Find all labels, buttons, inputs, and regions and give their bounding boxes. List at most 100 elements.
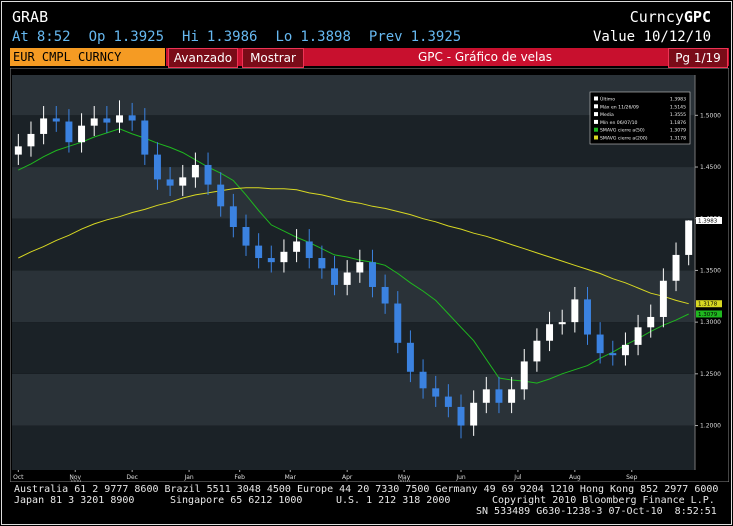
- candle-body: [419, 371, 427, 389]
- candle-body: [444, 396, 452, 407]
- candle-body: [242, 227, 250, 246]
- candle-body: [596, 334, 604, 354]
- quote-label: Op: [88, 29, 106, 45]
- candle-body: [647, 316, 655, 328]
- candle-body: [609, 353, 617, 356]
- candle-body: [533, 340, 541, 362]
- legend-swatch: [594, 119, 598, 124]
- value-date: Value 10/12/10: [593, 29, 711, 45]
- candle-body: [584, 299, 591, 335]
- candle-body: [685, 220, 693, 255]
- candle-body: [166, 179, 174, 186]
- date: 10/12/10: [643, 29, 711, 45]
- x-tick-label: Jan: [183, 474, 193, 481]
- legend-value: 1.3079: [670, 128, 686, 134]
- legend-label: Último: [600, 96, 615, 103]
- quote-label: Prev: [368, 29, 403, 45]
- candle-body: [153, 154, 161, 180]
- x-tick-label: Aug: [569, 474, 581, 481]
- screen-code: GPC: [683, 8, 711, 26]
- x-tick-label: Apr: [342, 474, 353, 481]
- x-tick-label: Nov: [69, 474, 81, 481]
- legend-value: 1.1876: [670, 120, 686, 126]
- band: [12, 322, 695, 374]
- x-tick-label: Sep: [626, 474, 638, 481]
- screen-title: GPC - Gráfico de velas: [417, 50, 552, 64]
- candle-body: [470, 402, 478, 426]
- copyright: Copyright 2010 Bloomberg Finance L.P.: [492, 495, 715, 506]
- x-tick-label: Mar: [285, 474, 297, 481]
- candle-body: [191, 164, 199, 178]
- x-tick-label: May: [398, 474, 411, 481]
- button[interactable]: Avanzado: [168, 48, 238, 68]
- candle-body: [343, 272, 351, 285]
- value-tag: [696, 216, 722, 224]
- candle-body: [65, 121, 73, 143]
- footer-contact: Japan 81 3 3201 8900: [14, 495, 135, 506]
- candle-body: [331, 268, 339, 285]
- legend-swatch: [594, 96, 598, 101]
- x-tick-label: Dec: [126, 474, 138, 481]
- band: [12, 373, 695, 426]
- x-tick-label: Jun: [455, 474, 466, 481]
- candle-body: [217, 184, 225, 207]
- value-label: Value: [592, 29, 636, 45]
- quote-line: At 8:52 Op 1.3925 Hi 1.3986 Lo 1.3898 Prev 1.3925: [12, 29, 479, 45]
- candle-body: [103, 118, 111, 123]
- quote-label: Lo: [275, 29, 293, 45]
- page-indicator[interactable]: Pg 1/19: [668, 48, 728, 68]
- candle-body: [14, 146, 22, 155]
- candle-body: [508, 389, 516, 403]
- candle-body: [482, 389, 490, 403]
- candle-body: [495, 389, 503, 403]
- footer-contact: Singapore 65 6212 1000: [170, 495, 303, 506]
- value-tag: [696, 300, 722, 308]
- candle-body: [558, 322, 566, 325]
- y-tick-label: 1.3000: [700, 319, 721, 326]
- legend-label: Máx en 11/26/09: [600, 103, 639, 110]
- y-tick-label: 1.4500: [700, 164, 721, 171]
- candle-body: [634, 327, 642, 345]
- candle-body: [457, 406, 465, 426]
- candle-body: [255, 245, 263, 259]
- legend-label: Mín en 06/07/10: [600, 119, 638, 126]
- legend-label: Media: [600, 112, 614, 118]
- candlestick-chart: 1.20001.25001.30001.35001.40001.45001.50…: [10, 68, 729, 482]
- candle-body: [293, 241, 301, 252]
- candle-body: [672, 254, 680, 281]
- candle-body: [394, 303, 402, 343]
- quote-label: At: [12, 29, 29, 45]
- band: [12, 167, 695, 219]
- legend-swatch: [594, 135, 598, 140]
- legend-swatch: [594, 104, 598, 109]
- security-field[interactable]: EUR CMPL CURNCY: [10, 48, 165, 66]
- value-tag: [696, 310, 722, 318]
- candle-body: [204, 164, 212, 185]
- candle-body: [116, 115, 123, 123]
- candle-body: [659, 280, 667, 317]
- candle-body: [280, 251, 288, 263]
- band: [12, 270, 695, 323]
- candle-body: [27, 133, 35, 147]
- y-tick-label: 1.3500: [700, 267, 721, 274]
- legend-label: SMAVG cierre a(50): [600, 128, 645, 134]
- button[interactable]: Mostrar: [242, 48, 304, 68]
- candle-body: [128, 115, 136, 121]
- screen-id: CurncyGPC: [630, 8, 711, 26]
- quote-value: 8:52: [36, 29, 71, 45]
- band: [12, 75, 695, 116]
- candle-body: [571, 299, 579, 323]
- session-info: SN 533489 G630-1238-3 07-Oct-10 8:52:51: [476, 506, 717, 517]
- legend-value: 1.5145: [670, 104, 686, 110]
- moving-average: [18, 187, 689, 305]
- candle-body: [305, 241, 313, 259]
- candle-body: [229, 206, 237, 228]
- candle-body: [78, 125, 86, 143]
- legend-value: 1.3555: [670, 112, 686, 118]
- candle-body: [406, 342, 414, 372]
- candle-body: [179, 177, 187, 186]
- quote-value: 1.3898: [300, 29, 351, 45]
- footer-contact: U.S. 1 212 318 2000: [336, 495, 451, 506]
- toolbar: [166, 48, 729, 66]
